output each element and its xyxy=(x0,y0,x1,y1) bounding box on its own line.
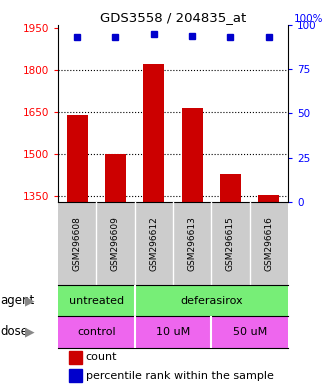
Text: GSM296609: GSM296609 xyxy=(111,216,120,271)
Text: 50 uM: 50 uM xyxy=(232,327,267,337)
Bar xyxy=(105,154,126,202)
Text: 10 uM: 10 uM xyxy=(156,327,190,337)
Text: GSM296616: GSM296616 xyxy=(264,216,273,271)
Text: 100%: 100% xyxy=(294,13,323,23)
Text: dose: dose xyxy=(1,326,29,338)
Text: count: count xyxy=(85,353,117,362)
Text: ▶: ▶ xyxy=(25,294,34,307)
Bar xyxy=(70,351,82,364)
Bar xyxy=(67,115,88,202)
Text: GSM296612: GSM296612 xyxy=(149,216,158,271)
Text: GSM296615: GSM296615 xyxy=(226,216,235,271)
Text: agent: agent xyxy=(1,294,35,307)
Text: ▶: ▶ xyxy=(25,326,34,338)
Text: untreated: untreated xyxy=(69,296,124,306)
Bar xyxy=(220,174,241,202)
Bar xyxy=(182,108,203,202)
Text: GSM296608: GSM296608 xyxy=(72,216,82,271)
Text: deferasirox: deferasirox xyxy=(180,296,243,306)
Bar xyxy=(258,195,279,202)
Text: control: control xyxy=(77,327,116,337)
Bar xyxy=(143,64,164,202)
Text: percentile rank within the sample: percentile rank within the sample xyxy=(85,371,273,381)
Title: GDS3558 / 204835_at: GDS3558 / 204835_at xyxy=(100,11,246,24)
Bar xyxy=(70,369,82,382)
Text: GSM296613: GSM296613 xyxy=(188,216,197,271)
